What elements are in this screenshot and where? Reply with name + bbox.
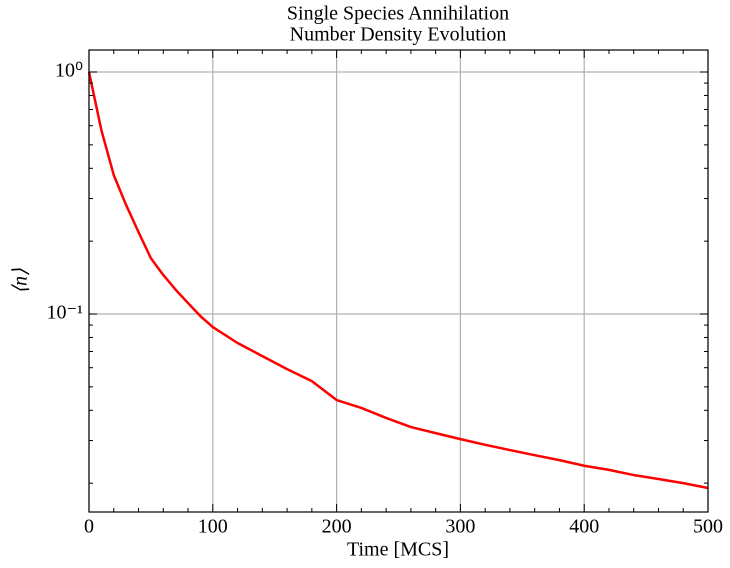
y-tick-label: 10⁰ [55,60,83,82]
x-tick-label: 300 [445,516,475,538]
data-line [87,71,709,490]
x-axis-label: Time [MCS] [347,539,449,561]
plot-frame [88,49,709,513]
x-tick-label: 400 [569,516,599,538]
x-tick-label: 200 [322,516,352,538]
chart-title: Single Species Annihilation [287,3,509,25]
x-tick-label: 0 [84,516,94,538]
x-tick-label: 500 [693,516,723,538]
chart-subtitle: Number Density Evolution [290,24,507,46]
x-tick-label: 100 [198,516,228,538]
y-tick-label: 10⁻¹ [46,302,83,324]
y-axis-label: ⟨n⟩ [10,268,32,294]
